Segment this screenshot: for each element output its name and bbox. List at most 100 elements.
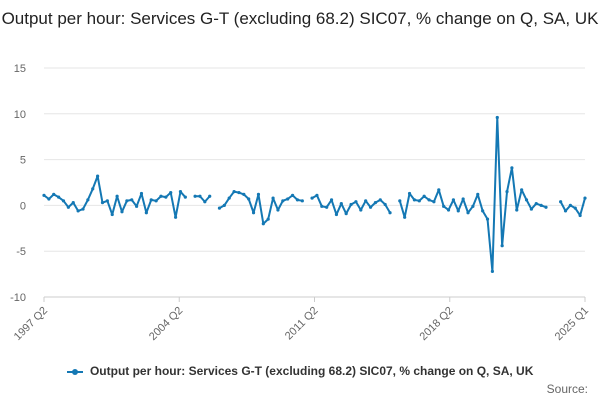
data-point[interactable]: [52, 192, 56, 197]
data-point[interactable]: [42, 193, 46, 197]
data-point[interactable]: [417, 199, 421, 203]
data-point[interactable]: [320, 204, 324, 208]
data-point[interactable]: [373, 201, 378, 205]
data-point[interactable]: [61, 199, 66, 203]
data-point[interactable]: [310, 196, 314, 200]
data-point[interactable]: [169, 190, 173, 195]
data-point[interactable]: [232, 190, 236, 194]
data-point[interactable]: [573, 206, 577, 210]
legend[interactable]: Output per hour: Services G-T (excluding…: [0, 364, 600, 378]
data-point[interactable]: [81, 207, 85, 211]
data-point[interactable]: [334, 212, 339, 217]
data-point[interactable]: [120, 210, 124, 214]
data-point[interactable]: [378, 198, 382, 202]
data-point[interactable]: [329, 198, 334, 202]
data-point[interactable]: [442, 204, 446, 208]
data-point[interactable]: [500, 244, 504, 248]
data-point[interactable]: [388, 211, 392, 215]
data-point[interactable]: [110, 212, 114, 217]
data-point[interactable]: [222, 203, 226, 207]
data-point[interactable]: [276, 208, 280, 212]
data-point[interactable]: [47, 197, 51, 201]
data-point[interactable]: [139, 191, 144, 196]
data-point[interactable]: [91, 187, 95, 191]
data-point[interactable]: [149, 198, 153, 202]
data-point[interactable]: [237, 190, 241, 195]
data-point[interactable]: [115, 194, 119, 198]
data-point[interactable]: [281, 199, 285, 203]
data-point[interactable]: [485, 217, 490, 221]
data-point[interactable]: [76, 209, 80, 213]
data-point[interactable]: [412, 198, 417, 202]
data-point[interactable]: [71, 201, 75, 205]
data-point[interactable]: [403, 215, 407, 219]
data-point[interactable]: [515, 208, 519, 212]
data-point[interactable]: [57, 195, 61, 199]
data-point[interactable]: [539, 203, 543, 207]
data-point[interactable]: [178, 190, 183, 194]
data-point[interactable]: [266, 217, 270, 221]
data-point[interactable]: [559, 200, 563, 204]
data-point[interactable]: [300, 199, 304, 203]
data-point[interactable]: [193, 194, 197, 198]
data-point[interactable]: [427, 198, 431, 202]
data-point[interactable]: [325, 205, 329, 209]
data-point[interactable]: [383, 202, 387, 207]
data-point[interactable]: [247, 197, 251, 201]
data-point[interactable]: [208, 194, 212, 198]
data-point[interactable]: [490, 269, 494, 273]
data-point[interactable]: [344, 212, 348, 216]
data-point[interactable]: [456, 209, 460, 213]
data-point[interactable]: [198, 194, 202, 198]
data-point[interactable]: [286, 197, 290, 201]
data-point[interactable]: [461, 197, 465, 201]
data-point[interactable]: [510, 166, 514, 170]
data-point[interactable]: [203, 200, 207, 204]
data-point[interactable]: [164, 195, 168, 199]
data-point[interactable]: [100, 201, 105, 205]
data-point[interactable]: [295, 198, 300, 202]
data-point[interactable]: [534, 201, 538, 206]
data-point[interactable]: [364, 199, 368, 203]
data-point[interactable]: [446, 208, 451, 212]
data-point[interactable]: [466, 211, 470, 215]
data-point[interactable]: [398, 199, 402, 203]
data-point[interactable]: [520, 188, 524, 192]
data-point[interactable]: [217, 206, 222, 210]
data-point[interactable]: [256, 192, 261, 197]
data-point[interactable]: [432, 200, 436, 204]
data-point[interactable]: [261, 222, 265, 226]
data-point[interactable]: [183, 195, 187, 199]
data-point[interactable]: [66, 205, 70, 209]
data-point[interactable]: [354, 200, 358, 204]
data-point[interactable]: [339, 201, 343, 206]
data-point[interactable]: [476, 192, 480, 197]
data-point[interactable]: [105, 199, 109, 203]
data-point[interactable]: [96, 174, 100, 178]
data-point[interactable]: [290, 193, 295, 197]
data-point[interactable]: [422, 194, 426, 198]
data-point[interactable]: [130, 198, 134, 202]
data-point[interactable]: [227, 196, 231, 200]
data-point[interactable]: [437, 188, 441, 192]
data-point[interactable]: [173, 215, 178, 219]
data-point[interactable]: [159, 194, 163, 198]
data-point[interactable]: [144, 211, 148, 215]
data-point[interactable]: [407, 191, 412, 196]
data-point[interactable]: [359, 208, 363, 212]
data-point[interactable]: [495, 115, 499, 120]
data-point[interactable]: [271, 196, 275, 200]
data-point[interactable]: [544, 205, 548, 209]
data-point[interactable]: [529, 207, 533, 211]
data-point[interactable]: [315, 193, 319, 197]
data-point[interactable]: [583, 196, 587, 200]
data-point[interactable]: [563, 209, 568, 213]
data-point[interactable]: [154, 199, 158, 203]
data-point[interactable]: [125, 199, 129, 203]
data-point[interactable]: [451, 198, 456, 202]
data-point[interactable]: [349, 202, 353, 207]
data-point[interactable]: [578, 213, 582, 218]
data-point[interactable]: [505, 190, 509, 194]
data-point[interactable]: [471, 204, 475, 208]
data-point[interactable]: [481, 209, 485, 213]
